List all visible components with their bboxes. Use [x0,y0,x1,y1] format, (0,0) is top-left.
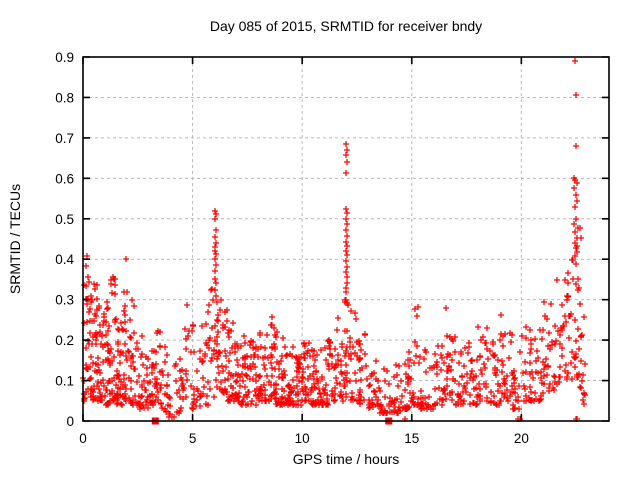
x-tick-label: 15 [404,431,419,446]
chart-title: Day 085 of 2015, SRMTID for receiver bnd… [210,18,482,34]
y-tick-label: 0.6 [55,171,74,186]
x-tick-label: 20 [514,431,529,446]
y-axis-label: SRMTID / TECUs [7,184,23,294]
y-tick-label: 0 [66,414,74,429]
y-tick-label: 0.5 [55,212,74,227]
y-tick-label: 0.8 [55,90,74,105]
y-tick-label: 0.9 [55,50,74,65]
plot-frame [82,56,610,422]
x-tick-label: 10 [295,431,310,446]
y-tick-label: 0.1 [55,374,74,389]
axis-labels: Day 085 of 2015, SRMTID for receiver bnd… [7,18,482,467]
y-tick-label: 0.7 [55,131,74,146]
y-tick-label: 0.2 [55,333,74,348]
x-axis-label: GPS time / hours [293,451,400,467]
y-tick-label: 0.4 [55,252,74,267]
grid-lines [83,57,609,421]
y-tick-label: 0.3 [55,293,74,308]
x-tick-label: 0 [79,431,87,446]
x-tick-label: 5 [189,431,197,446]
srmtid-plus-markers [80,58,588,422]
data-points [80,58,588,425]
